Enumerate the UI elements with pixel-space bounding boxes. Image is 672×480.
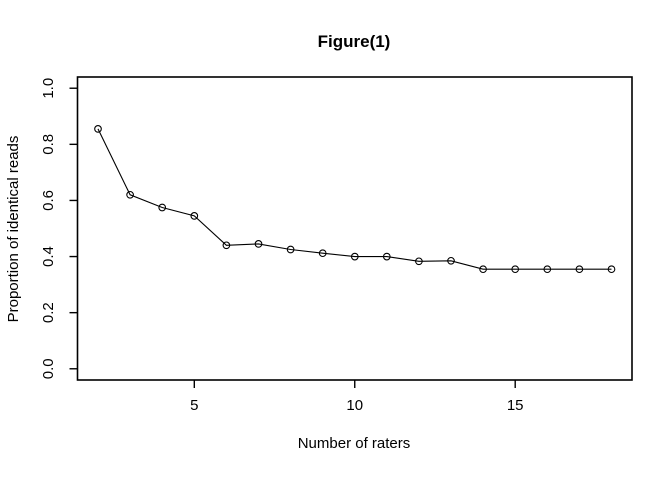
data-point <box>190 212 199 220</box>
data-point <box>318 249 327 258</box>
y-tick-label: 0.6 <box>40 190 57 211</box>
data-point <box>382 252 391 261</box>
data-point <box>415 257 423 266</box>
data-point <box>158 203 167 212</box>
x-tick-label: 5 <box>190 397 198 414</box>
y-tick-label: 0.4 <box>40 246 57 267</box>
data-point <box>479 265 487 274</box>
y-tick-label: 0.0 <box>40 358 57 379</box>
data-point <box>511 265 520 274</box>
data-point <box>222 241 231 250</box>
x-tick-label: 15 <box>507 397 524 414</box>
x-tick-label: 10 <box>346 397 363 414</box>
data-point <box>126 190 134 199</box>
y-tick-label: 0.8 <box>40 134 57 155</box>
y-tick-label: 1.0 <box>40 78 57 99</box>
plot-box <box>76 76 633 381</box>
data-point <box>286 245 295 254</box>
plot-area: 5 10 15 0.0 0.2 0.4 0.6 0.8 1.0 <box>40 76 633 414</box>
data-point <box>575 265 584 274</box>
chart-title: Figure(1) <box>318 32 391 51</box>
data-point <box>447 256 455 265</box>
data-point <box>350 252 359 261</box>
data-line <box>97 128 612 270</box>
data-point <box>543 265 552 274</box>
x-axis-label: Number of raters <box>298 435 411 452</box>
data-point <box>94 125 102 133</box>
data-point <box>254 240 263 248</box>
data-point <box>607 265 616 274</box>
y-tick-label: 0.2 <box>40 302 57 323</box>
y-axis-label: Proportion of identical reads <box>5 136 22 323</box>
